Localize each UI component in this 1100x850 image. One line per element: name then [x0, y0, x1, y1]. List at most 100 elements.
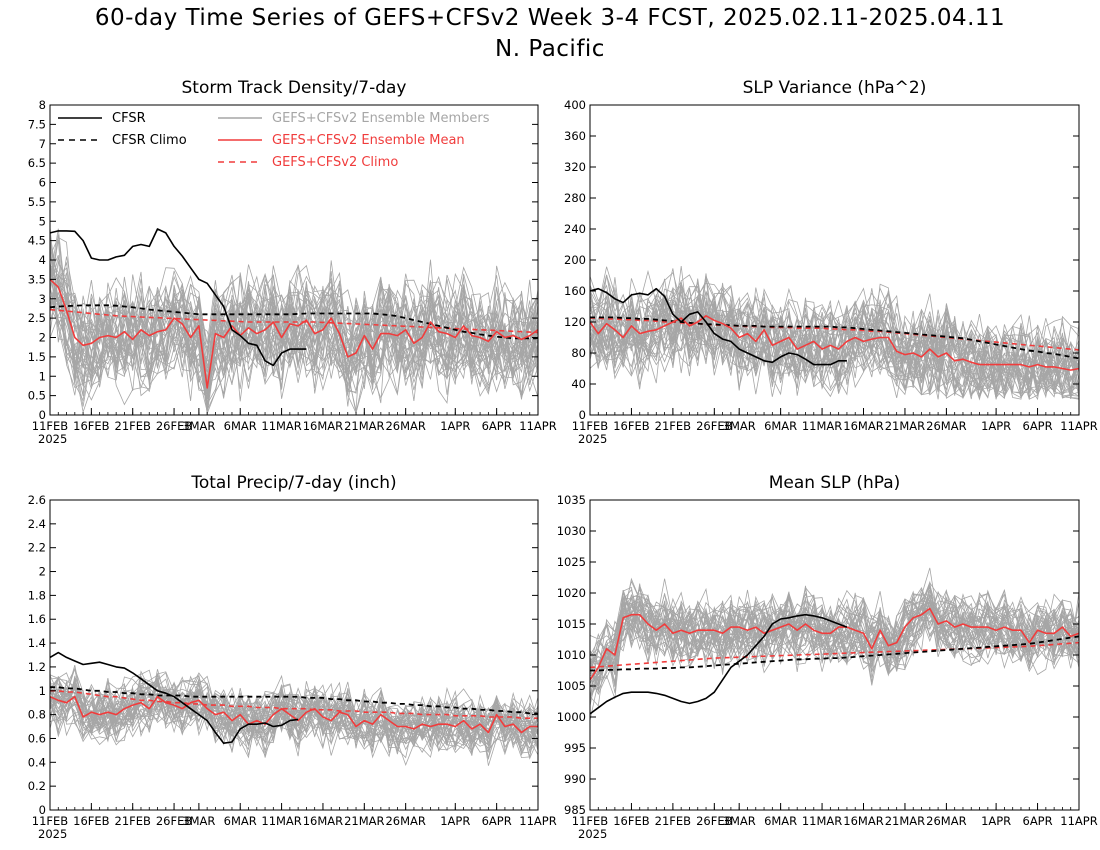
y-tick-label: 1010 — [557, 648, 586, 662]
y-tick-label: 1000 — [557, 710, 586, 724]
y-tick-label: 1.2 — [28, 660, 46, 674]
x-tick-label: 21FEB — [655, 419, 692, 433]
series-cfsr-climo-storm-track — [50, 304, 538, 340]
x-tick-label: 11MAR — [802, 419, 842, 433]
panel-title-precip: Total Precip/7-day (inch) — [190, 473, 396, 493]
y-tick-label: 3.5 — [28, 272, 46, 286]
x-tick-label: 21FEB — [115, 419, 152, 433]
y-tick-label: 8 — [39, 98, 46, 112]
x-tick-label: 3MAR — [182, 419, 215, 433]
y-tick-label: 2.5 — [28, 311, 46, 325]
ensemble-member-line — [590, 293, 1079, 400]
x-tick-label: 16MAR — [843, 814, 883, 828]
ensemble-member-line — [590, 577, 1079, 650]
plot-area-slp-variance — [590, 265, 1079, 401]
ensemble-member-line — [590, 592, 1079, 677]
y-tick-label: 2.6 — [28, 493, 46, 507]
x-year-label: 2025 — [578, 827, 607, 841]
ensemble-member-line — [590, 598, 1079, 693]
series-cfsr-slp-variance — [590, 287, 847, 366]
x-year-label: 2025 — [38, 432, 67, 446]
x-tick-label: 11MAR — [261, 814, 301, 828]
y-tick-label: 0.8 — [28, 708, 46, 722]
x-tick-label: 26FEB — [156, 814, 193, 828]
x-tick-label: 1APR — [981, 814, 1011, 828]
x-tick-label: 26FEB — [696, 814, 733, 828]
x-tick-label: 16FEB — [73, 814, 110, 828]
x-tick-label: 11FEB — [32, 419, 69, 433]
series-cfsr-climo-slp-variance — [590, 316, 1079, 360]
y-tick-label: 4 — [39, 253, 46, 267]
series-cfsr-climo-precip — [50, 686, 538, 715]
panel-title-storm-track: Storm Track Density/7-day — [182, 78, 407, 98]
y-tick-label: 2.2 — [28, 541, 46, 555]
y-tick-label: 1 — [39, 684, 46, 698]
x-tick-label: 6MAR — [764, 419, 797, 433]
series-ensemble-mean-slp-variance — [590, 314, 1079, 371]
y-tick-label: 7.5 — [28, 117, 46, 131]
ensemble-member-line — [590, 584, 1079, 688]
y-tick-label: 6 — [39, 176, 46, 190]
y-tick-label: 1035 — [557, 493, 586, 507]
legend-label-ens_mean: GEFS+CFSv2 Ensemble Mean — [272, 133, 465, 148]
plot-area-mean-slp — [590, 567, 1079, 721]
y-tick-label: 0.4 — [28, 755, 46, 769]
y-tick-label: 5.5 — [28, 195, 46, 209]
series-ensemble-climo-precip — [50, 689, 538, 720]
legend-label-ens_climo: GEFS+CFSv2 Climo — [272, 155, 398, 170]
ensemble-member-line — [50, 291, 538, 415]
y-tick-label: 1 — [39, 369, 46, 383]
x-year-label: 2025 — [38, 827, 67, 841]
ensemble-member-line — [590, 268, 1079, 393]
x-tick-label: 3MAR — [723, 814, 756, 828]
panel-title-mean-slp: Mean SLP (hPa) — [769, 473, 901, 493]
x-tick-label: 6APR — [482, 814, 512, 828]
ensemble-member-line — [50, 227, 538, 377]
x-tick-label: 26MAR — [926, 419, 966, 433]
x-tick-label: 3MAR — [723, 419, 756, 433]
x-tick-label: 21FEB — [115, 814, 152, 828]
x-tick-label: 6MAR — [764, 814, 797, 828]
y-tick-label: 0 — [39, 803, 46, 817]
x-tick-label: 21MAR — [344, 814, 384, 828]
y-tick-label: 3 — [39, 292, 46, 306]
ensemble-member-line — [590, 265, 1079, 399]
x-tick-label: 11APR — [1060, 419, 1097, 433]
ensemble-member-line — [50, 691, 538, 767]
x-tick-label: 6MAR — [224, 814, 257, 828]
panel-slp-variance: SLP Variance (hPa^2) 0 40 80 120 160 200 240 280… — [564, 78, 1098, 446]
plot-frame-precip — [49, 499, 539, 811]
x-tick-label: 3MAR — [182, 814, 215, 828]
y-tick-label: 0.6 — [28, 731, 46, 745]
series-ensemble-mean-storm-track — [50, 278, 538, 389]
ensemble-member-line — [50, 260, 538, 378]
ensemble-member-line — [590, 300, 1079, 399]
y-tick-label: 1.5 — [28, 350, 46, 364]
y-tick-label: 1.6 — [28, 612, 46, 626]
x-tick-label: 26MAR — [385, 419, 425, 433]
x-tick-label: 21FEB — [655, 814, 692, 828]
y-tick-label: 360 — [564, 129, 586, 143]
x-tick-label: 11MAR — [802, 814, 842, 828]
y-tick-label: 6.5 — [28, 156, 46, 170]
y-tick-label: 5 — [39, 214, 46, 228]
series-cfsr-mean-slp — [590, 613, 848, 715]
series-ensemble-climo-mean-slp — [590, 641, 1079, 669]
series-ensemble-mean-mean-slp — [590, 607, 1079, 681]
y-tick-label: 200 — [564, 253, 586, 267]
panel-precip: Total Precip/7-day (inch)00.20.40.60.811… — [28, 473, 557, 841]
y-tick-label: 7 — [39, 137, 46, 151]
x-tick-label: 6MAR — [224, 419, 257, 433]
plot-area-storm-track — [50, 227, 538, 415]
panel-storm-track: Storm Track Density/7-day 0 0.5 1 1.5 2 2.5 3 3.… — [28, 78, 557, 446]
figure-subtitle-region: N. Pacific — [495, 36, 605, 62]
y-tick-label: 160 — [564, 284, 586, 298]
panel-title-slp-variance: SLP Variance (hPa^2) — [743, 78, 927, 98]
x-tick-label: 26FEB — [696, 419, 733, 433]
x-tick-label: 21MAR — [885, 419, 925, 433]
x-tick-label: 16MAR — [843, 419, 883, 433]
ensemble-member-line — [50, 255, 538, 414]
x-tick-label: 11MAR — [261, 419, 301, 433]
